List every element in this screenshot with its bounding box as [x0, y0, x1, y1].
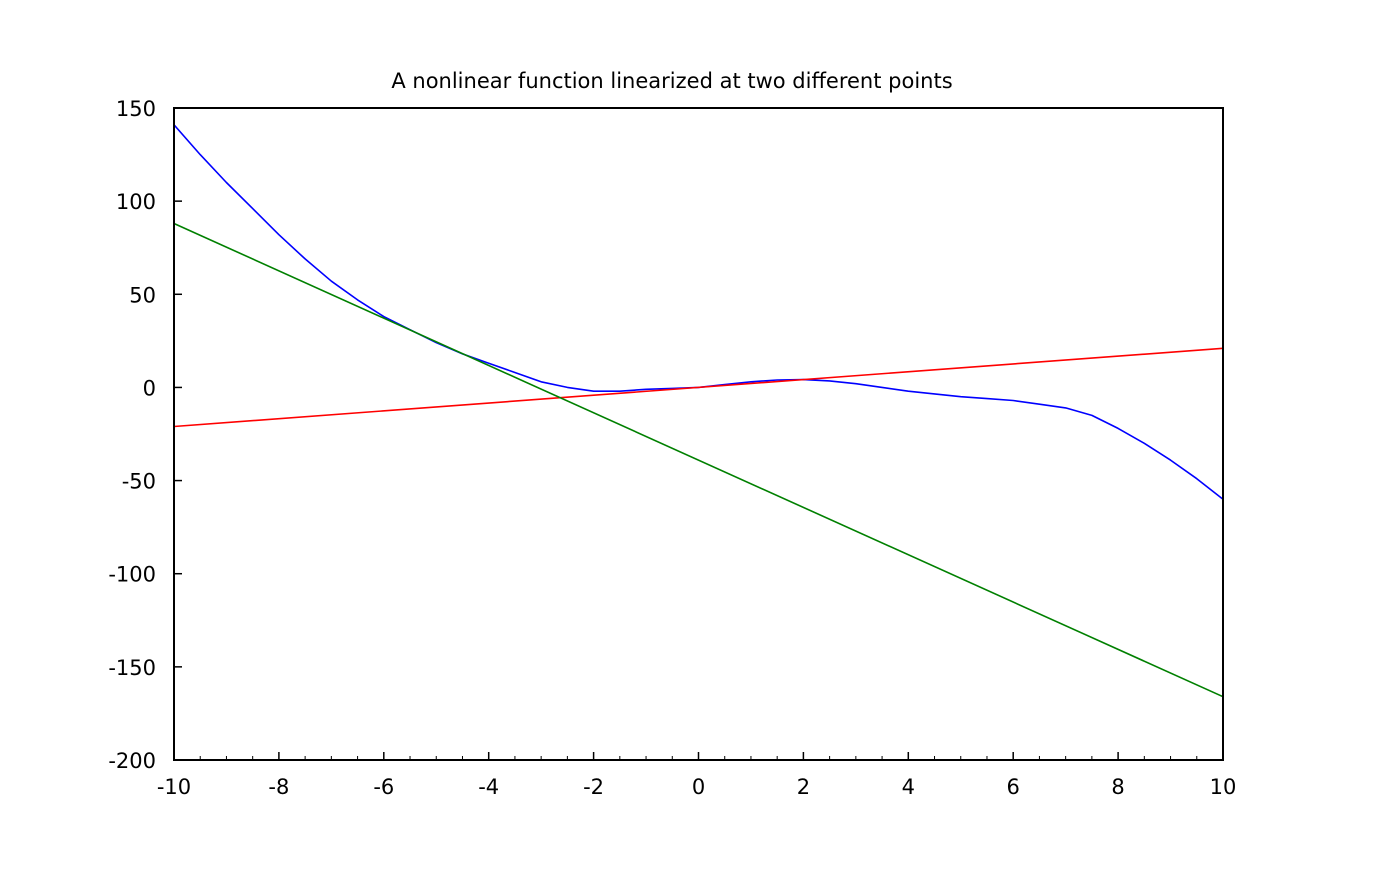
x-tick-label: 0	[692, 775, 705, 799]
x-tick-label: 10	[1210, 775, 1237, 799]
x-tick-label: -8	[268, 775, 289, 799]
x-tick-label: -10	[157, 775, 191, 799]
series-line-1	[173, 124, 1224, 500]
y-tick-label: -150	[108, 656, 156, 680]
chart-title: A nonlinear function linearized at two d…	[391, 69, 952, 93]
x-tick-label: -2	[583, 775, 604, 799]
x-tick-label: 4	[902, 775, 915, 799]
series-line-3	[173, 222, 1224, 698]
series-line-2	[173, 347, 1224, 428]
x-tick-label: 6	[1007, 775, 1020, 799]
y-tick-label: 150	[116, 97, 156, 121]
y-tick-label: -50	[122, 470, 156, 494]
y-tick-label: 0	[143, 376, 156, 400]
y-tick-label: 100	[116, 190, 156, 214]
x-tick-label: 8	[1111, 775, 1124, 799]
x-tick-label: -6	[373, 775, 394, 799]
y-tick-label: -100	[108, 563, 156, 587]
axes-layer: -10 -8 -6 -4 -2 0 2 4 6 8 10 150 100 50 0 -50 -100 -150 -2…	[108, 97, 1236, 799]
series-layer	[173, 124, 1224, 698]
y-tick-label: 50	[129, 283, 156, 307]
plot-frame	[173, 107, 1224, 761]
y-tick-label: -200	[108, 749, 156, 773]
x-tick-label: 2	[797, 775, 810, 799]
x-tick-label: -4	[478, 775, 499, 799]
